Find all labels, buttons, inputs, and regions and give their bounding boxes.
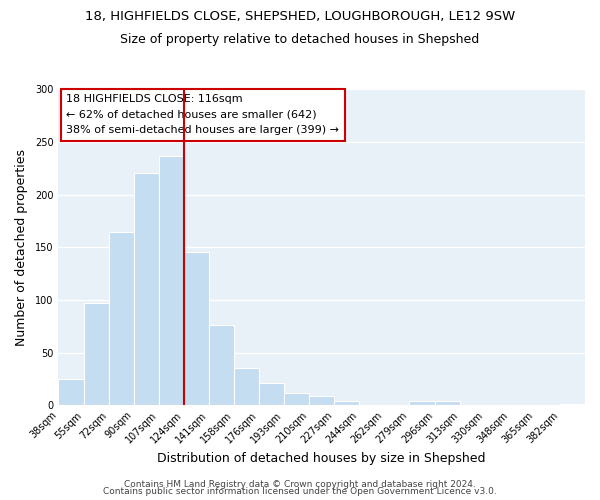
Bar — [209, 325, 234, 405]
Bar — [184, 252, 209, 405]
Bar — [434, 401, 460, 405]
Bar — [58, 379, 83, 405]
Bar — [83, 303, 109, 405]
Text: 18, HIGHFIELDS CLOSE, SHEPSHED, LOUGHBOROUGH, LE12 9SW: 18, HIGHFIELDS CLOSE, SHEPSHED, LOUGHBOR… — [85, 10, 515, 23]
Text: 18 HIGHFIELDS CLOSE: 116sqm
← 62% of detached houses are smaller (642)
38% of se: 18 HIGHFIELDS CLOSE: 116sqm ← 62% of det… — [67, 94, 340, 136]
Y-axis label: Number of detached properties: Number of detached properties — [15, 149, 28, 346]
Bar — [259, 383, 284, 405]
Bar — [159, 156, 184, 405]
Bar — [234, 368, 259, 405]
Bar — [560, 404, 585, 405]
Text: Contains HM Land Registry data © Crown copyright and database right 2024.: Contains HM Land Registry data © Crown c… — [124, 480, 476, 489]
Bar — [409, 401, 434, 405]
Bar — [334, 401, 359, 405]
Bar — [309, 396, 334, 405]
Bar — [134, 172, 159, 405]
Bar — [109, 232, 134, 405]
Text: Size of property relative to detached houses in Shepshed: Size of property relative to detached ho… — [121, 32, 479, 46]
X-axis label: Distribution of detached houses by size in Shepshed: Distribution of detached houses by size … — [157, 452, 486, 465]
Bar — [284, 392, 309, 405]
Text: Contains public sector information licensed under the Open Government Licence v3: Contains public sector information licen… — [103, 487, 497, 496]
